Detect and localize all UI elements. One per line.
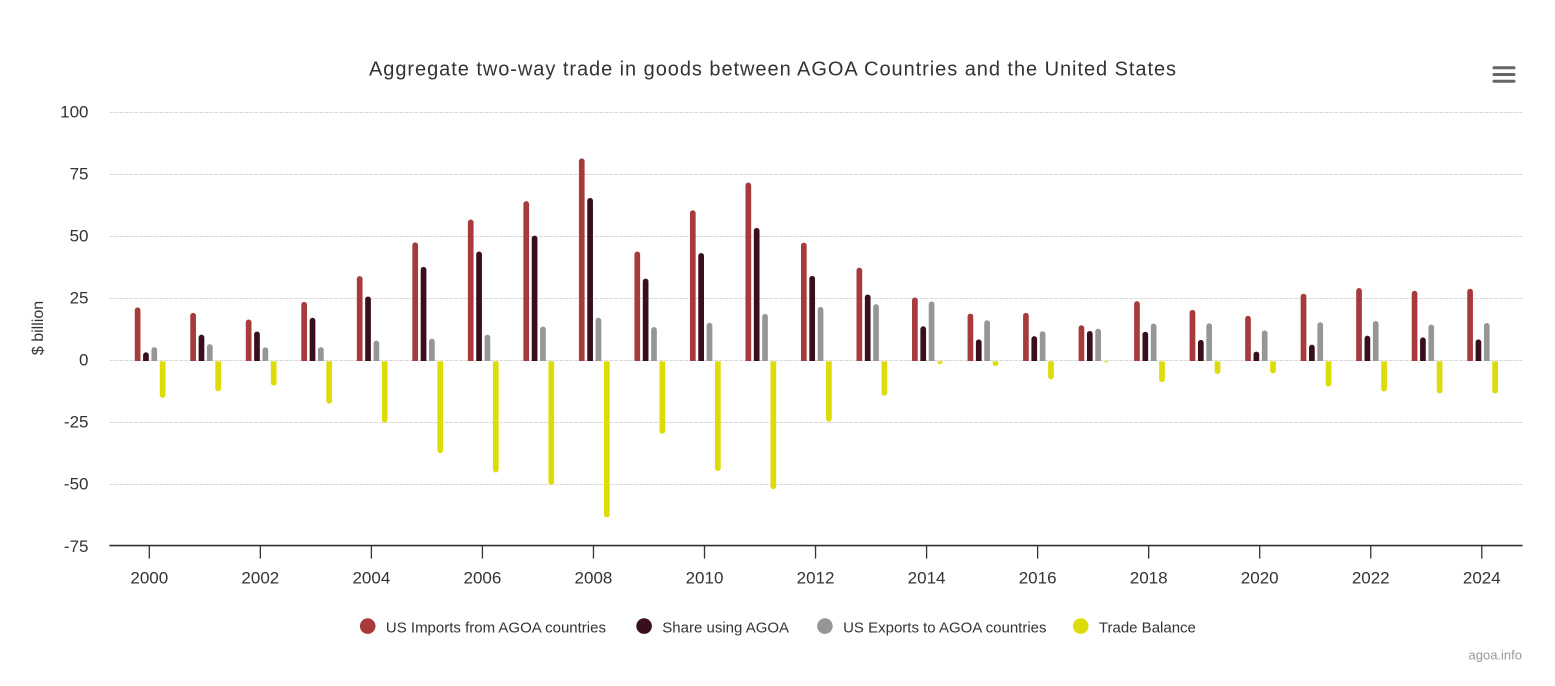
svg-text:Share using AGOA: Share using AGOA — [662, 619, 789, 636]
svg-text:2008: 2008 — [575, 569, 613, 588]
svg-text:Aggregate two-way trade in goo: Aggregate two-way trade in goods between… — [369, 59, 1177, 81]
svg-text:2016: 2016 — [1019, 569, 1057, 588]
svg-text:agoa.info: agoa.info — [1469, 647, 1523, 662]
svg-text:2010: 2010 — [686, 569, 724, 588]
svg-text:-75: -75 — [64, 537, 89, 556]
svg-text:US Exports to AGOA countries: US Exports to AGOA countries — [843, 619, 1046, 636]
svg-text:100: 100 — [60, 102, 88, 121]
svg-text:-25: -25 — [64, 413, 89, 432]
svg-text:2006: 2006 — [464, 569, 502, 588]
svg-text:2024: 2024 — [1463, 569, 1501, 588]
svg-text:US Imports from AGOA countries: US Imports from AGOA countries — [386, 619, 606, 636]
svg-text:-50: -50 — [64, 475, 89, 494]
svg-text:2002: 2002 — [241, 569, 279, 588]
svg-text:50: 50 — [70, 226, 89, 245]
svg-text:2014: 2014 — [908, 569, 946, 588]
svg-text:$ billion: $ billion — [30, 301, 47, 355]
svg-text:Trade Balance: Trade Balance — [1099, 619, 1196, 636]
svg-text:0: 0 — [79, 351, 88, 370]
svg-text:2012: 2012 — [797, 569, 835, 588]
svg-text:2004: 2004 — [352, 569, 390, 588]
svg-text:75: 75 — [70, 164, 89, 183]
svg-text:2000: 2000 — [130, 569, 168, 588]
svg-text:2022: 2022 — [1352, 569, 1390, 588]
svg-text:2018: 2018 — [1130, 569, 1168, 588]
svg-text:25: 25 — [70, 289, 89, 308]
svg-text:2020: 2020 — [1241, 569, 1279, 588]
